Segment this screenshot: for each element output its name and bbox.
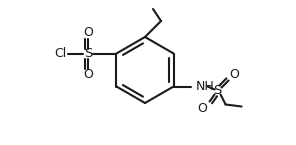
Text: O: O [83,68,93,81]
Text: Cl: Cl [54,47,67,60]
Text: O: O [198,102,207,115]
Text: S: S [84,47,93,60]
Text: S: S [213,84,222,97]
Text: NH: NH [196,80,214,93]
Text: O: O [83,26,93,39]
Text: O: O [230,68,239,81]
